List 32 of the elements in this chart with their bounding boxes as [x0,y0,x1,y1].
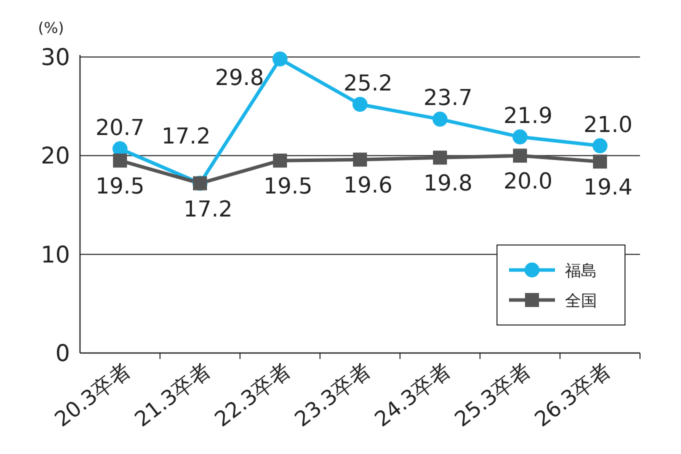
point [592,138,608,154]
y-tick-label: 0 [55,341,70,367]
data-label: 19.5 [96,174,144,200]
y-tick-label: 20 [40,144,70,170]
point [512,129,528,144]
point [353,152,367,167]
data-label: 17.2 [184,197,232,222]
data-label: 25.2 [344,71,392,96]
point [352,96,368,112]
legend-label: 福島 [565,261,597,280]
point [272,51,288,66]
data-label: 17.2 [162,124,210,150]
data-label: 21.9 [504,104,552,129]
point [513,148,527,163]
data-label: 23.7 [424,86,472,112]
data-label: 19.6 [344,174,392,199]
point [432,112,448,127]
y-tick-label: 10 [40,242,70,268]
data-label: 20.7 [96,116,144,141]
data-label: 20.0 [504,170,552,195]
data-label: 19.8 [424,172,472,197]
data-label: 19.4 [584,176,632,201]
data-label: 19.5 [264,174,312,200]
point [273,154,287,168]
point [433,150,447,165]
data-label: 29.8 [215,66,264,91]
legend-label: 全国 [565,291,597,310]
y-axis-title: (%) [38,19,64,37]
data-label: 21.0 [584,112,632,138]
y-tick-label: 30 [40,45,70,71]
point [593,154,607,169]
point [113,154,127,168]
